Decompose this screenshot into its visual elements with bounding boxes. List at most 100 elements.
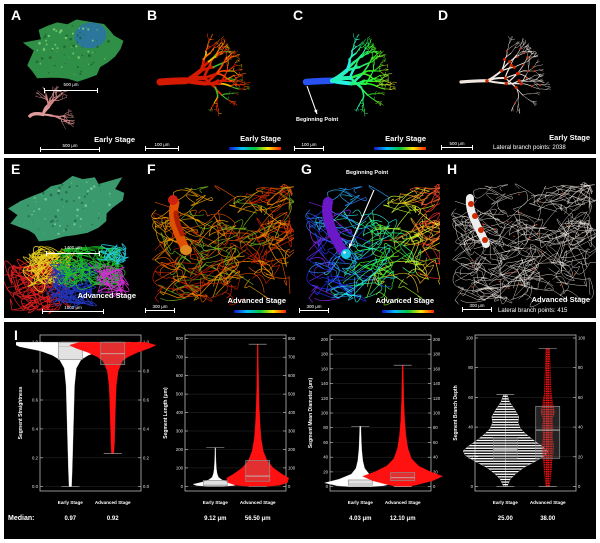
scale-bar-label: 300 μm (306, 304, 322, 309)
svg-text:0.92: 0.92 (107, 516, 119, 522)
svg-text:400: 400 (288, 410, 296, 415)
svg-text:0: 0 (288, 484, 291, 489)
figure-row-quantification: I 0.00.00.20.20.40.40.60.60.80.81.01.0Se… (4, 322, 596, 539)
branch-points-caption: Lateral branch points: 415 (498, 308, 568, 314)
svg-text:0.4: 0.4 (143, 426, 150, 431)
scale-bar (44, 88, 98, 93)
panel-E-3d-rendering (4, 175, 130, 314)
scale-bar (46, 251, 100, 256)
panel-letter-C: C (293, 7, 304, 23)
svg-text:100: 100 (578, 336, 586, 341)
panel-G: G Beginning Point Advanced Stage 300 μm (294, 158, 440, 318)
svg-text:800: 800 (176, 336, 184, 341)
svg-text:80: 80 (578, 365, 583, 370)
svg-text:0.8: 0.8 (32, 369, 39, 374)
svg-text:Segment Length (μm): Segment Length (μm) (163, 387, 169, 439)
panel-letter-F: F (147, 161, 156, 177)
panel-C-3d-rendering (302, 33, 397, 117)
svg-text:9.12 μm: 9.12 μm (204, 516, 226, 522)
svg-text:80: 80 (433, 425, 438, 430)
svg-text:200: 200 (288, 447, 296, 452)
beginning-point-annotation: Beginning Point (346, 170, 389, 176)
svg-text:Advanced Stage: Advanced Stage (95, 500, 131, 505)
svg-text:40: 40 (433, 455, 438, 460)
svg-text:Advanced Stage: Advanced Stage (240, 500, 276, 505)
svg-text:0.2: 0.2 (143, 455, 150, 460)
svg-text:Early Stage: Early Stage (493, 500, 518, 505)
svg-text:100: 100 (321, 411, 329, 416)
scale-bar-label: 500 μm (449, 141, 465, 146)
stage-label: Early Stage (94, 135, 135, 144)
rainbow-colorbar (382, 310, 434, 313)
svg-text:0.6: 0.6 (32, 398, 39, 403)
scale-bar (462, 307, 492, 312)
violin-chart-segment-straightness: 0.00.00.20.20.40.40.60.60.80.81.01.0Segm… (10, 328, 157, 536)
svg-text:700: 700 (176, 355, 184, 360)
svg-text:40: 40 (578, 425, 583, 430)
svg-text:100: 100 (176, 465, 184, 470)
svg-text:Early Stage: Early Stage (203, 500, 228, 505)
svg-text:120: 120 (321, 396, 329, 401)
svg-text:160: 160 (433, 366, 441, 371)
stage-label: Early Stage (240, 134, 281, 143)
panel-A-3d-rendering (22, 19, 124, 130)
stage-label: Advanced Stage (77, 291, 136, 300)
scale-bar (42, 309, 104, 314)
svg-text:0: 0 (181, 484, 184, 489)
scale-bar (145, 146, 179, 151)
svg-text:500: 500 (176, 392, 184, 397)
svg-text:200: 200 (176, 447, 184, 452)
svg-text:160: 160 (321, 366, 329, 371)
svg-text:Segment Straightness: Segment Straightness (18, 386, 24, 439)
rainbow-colorbar (229, 147, 281, 150)
svg-text:60: 60 (433, 440, 438, 445)
svg-text:40: 40 (323, 455, 328, 460)
stage-label: Early Stage (549, 133, 590, 142)
panel-A: A 500 μm Early Stage 500 μm (4, 4, 140, 154)
svg-text:100: 100 (433, 411, 441, 416)
panel-F-3d-rendering (151, 184, 294, 306)
panel-C: C Beginning Point Early Stage 100 μm (286, 4, 431, 154)
svg-text:60: 60 (323, 440, 328, 445)
svg-text:500: 500 (288, 392, 296, 397)
svg-text:0: 0 (326, 484, 329, 489)
svg-text:400: 400 (176, 410, 184, 415)
panel-F: F Advanced Stage 300 μm (140, 158, 294, 318)
scale-bar (145, 308, 175, 313)
scale-bar (441, 145, 473, 150)
svg-text:300: 300 (288, 429, 296, 434)
scale-bar-label: 500 μm (62, 143, 78, 148)
panel-letter-I: I (14, 327, 18, 343)
svg-text:Early Stage: Early Stage (58, 500, 83, 505)
stage-label: Early Stage (385, 134, 426, 143)
scale-bar-label: 100 μm (154, 142, 170, 147)
figure-row-advanced-stage: E 1400 μm Advanced Stage 1500 μm F Advan… (4, 158, 596, 318)
svg-text:12.10 μm: 12.10 μm (390, 516, 416, 522)
svg-text:Early Stage: Early Stage (348, 500, 373, 505)
svg-text:56.50 μm: 56.50 μm (245, 516, 271, 522)
svg-text:60: 60 (468, 395, 473, 400)
svg-text:Advanced Stage: Advanced Stage (385, 500, 421, 505)
svg-text:200: 200 (433, 337, 441, 342)
beginning-point-annotation: Beginning Point (296, 117, 339, 123)
panel-B-3d-rendering (156, 33, 251, 117)
panel-D-skeleton-rendering (459, 36, 551, 114)
svg-text:0.8: 0.8 (143, 369, 150, 374)
scale-bar (40, 147, 100, 152)
svg-text:180: 180 (433, 352, 441, 357)
panel-D: D Early Stage Lateral branch points: 203… (431, 4, 596, 154)
svg-text:80: 80 (323, 425, 328, 430)
scale-bar-label: 300 μm (152, 304, 168, 309)
scale-bar (294, 146, 324, 151)
svg-text:100: 100 (288, 465, 296, 470)
svg-text:180: 180 (321, 352, 329, 357)
panel-letter-A: A (11, 7, 22, 23)
svg-text:1.0: 1.0 (143, 340, 150, 345)
svg-text:20: 20 (323, 469, 328, 474)
scale-bar-label: 500 μm (63, 82, 79, 87)
violin-chart-segment-mean-diameter: 0 0 20 20 40 40 60 60 80 80 100 100 120 120 140 140 160 1… (306, 328, 446, 536)
svg-text:0.2: 0.2 (32, 455, 39, 460)
panel-letter-E: E (11, 161, 21, 177)
median-row-label: Median: (8, 515, 35, 522)
